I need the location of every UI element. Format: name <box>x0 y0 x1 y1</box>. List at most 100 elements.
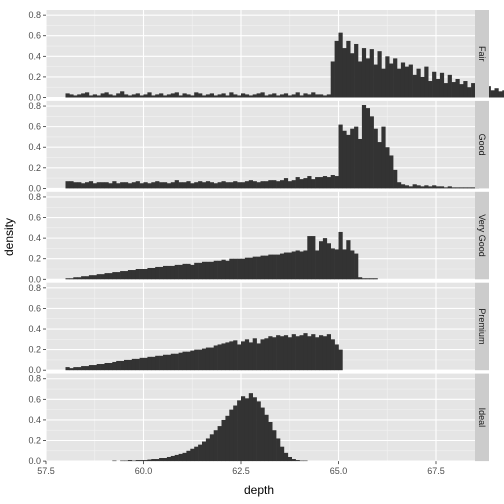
histogram-bar <box>96 274 101 280</box>
histogram-bar <box>272 254 277 280</box>
histogram-bar <box>424 66 429 98</box>
histogram-bar <box>104 182 109 189</box>
histogram-bar <box>428 186 433 189</box>
histogram-bar <box>287 95 292 98</box>
histogram-bar <box>65 93 70 98</box>
histogram-bar <box>276 95 281 98</box>
facet-strip-label: Fair <box>477 46 487 62</box>
histogram-bar <box>182 452 187 462</box>
histogram-bar <box>276 438 281 462</box>
x-tick-label: 65.0 <box>330 466 348 476</box>
histogram-bar <box>77 94 82 98</box>
histogram-bar <box>127 359 133 371</box>
histogram-bar <box>283 178 289 189</box>
histogram-bar <box>229 258 234 280</box>
histogram-bar <box>307 336 312 371</box>
histogram-bar <box>400 184 406 189</box>
facet-strip <box>475 191 489 280</box>
histogram-bar <box>151 267 156 280</box>
histogram-bar <box>346 134 351 189</box>
y-tick-label: 0.4 <box>28 324 41 334</box>
histogram-bar <box>241 396 246 462</box>
histogram-bar <box>291 334 296 371</box>
histogram-bar <box>369 49 374 98</box>
histogram-bar <box>389 155 394 189</box>
histogram-bar <box>229 92 234 98</box>
y-tick-label: 0.8 <box>28 192 41 202</box>
histogram-bar <box>416 68 421 98</box>
histogram-bar <box>166 265 172 280</box>
histogram-bar <box>127 95 133 98</box>
y-tick-label: 0.0 <box>28 183 41 193</box>
histogram-bar <box>322 238 328 280</box>
histogram-bar <box>159 93 164 98</box>
histogram-bar <box>155 266 160 280</box>
panel-background <box>46 100 475 189</box>
histogram-bar <box>260 339 265 371</box>
histogram-bar <box>209 261 214 280</box>
histogram-bar <box>330 339 335 371</box>
histogram-bar <box>342 249 347 280</box>
y-tick-label: 0.0 <box>28 456 41 466</box>
histogram-bar <box>455 187 460 189</box>
histogram-bar <box>463 187 468 189</box>
histogram-bars <box>65 231 378 280</box>
histogram-bar <box>354 126 359 189</box>
histogram-bar <box>217 260 222 280</box>
histogram-bar <box>260 407 265 462</box>
histogram-bar <box>237 95 242 98</box>
histogram-bar <box>116 272 121 280</box>
histogram-bar <box>116 360 121 371</box>
histogram-bar <box>237 182 242 189</box>
histogram-bar <box>209 182 214 189</box>
histogram-bar <box>229 409 234 462</box>
histogram-bar <box>252 338 257 371</box>
y-tick-label: 0.0 <box>28 365 41 375</box>
histogram-bar <box>202 182 207 189</box>
histogram-bar <box>190 264 195 280</box>
histogram-bar <box>365 278 370 280</box>
histogram-bar <box>248 257 253 280</box>
facet-panel-fair: 0.0 0.2 0.4 0.6 0.8 Fair <box>28 10 504 103</box>
histogram-bar <box>127 460 133 462</box>
y-tick-label: 0.0 <box>28 274 41 284</box>
histogram-bar <box>198 181 203 189</box>
histogram-bar <box>143 182 148 189</box>
histogram-bar <box>291 459 296 462</box>
histogram-bar <box>299 179 304 189</box>
histogram-bar <box>88 365 94 371</box>
facet-strip-label: Ideal <box>477 408 487 428</box>
histogram-bar <box>283 252 289 280</box>
histogram-bar <box>354 253 359 280</box>
histogram-bar <box>244 257 250 280</box>
histogram-bar <box>315 250 320 280</box>
histogram-bar <box>241 341 246 371</box>
histogram-bar <box>116 183 121 189</box>
histogram-bar <box>88 95 94 98</box>
histogram-bar <box>256 182 261 189</box>
y-tick-label: 0.6 <box>28 31 41 41</box>
histogram-bar <box>385 147 390 189</box>
histogram-bar <box>287 456 292 462</box>
histogram-bar <box>112 460 117 462</box>
histogram-bar <box>135 181 140 189</box>
histogram-bar <box>92 365 97 371</box>
facet-panel-premium: 0.0 0.2 0.4 0.6 0.8 Premium <box>28 282 489 375</box>
histogram-bar <box>205 94 211 98</box>
histogram-bar <box>190 183 195 189</box>
histogram-bar <box>311 179 316 189</box>
histogram-bar <box>287 181 292 189</box>
histogram-bar <box>225 95 230 98</box>
histogram-bar <box>361 48 367 98</box>
histogram-bar <box>92 183 97 189</box>
histogram-bar <box>326 177 331 189</box>
histogram-bar <box>186 351 191 371</box>
facet-strip-label: Very Good <box>477 214 487 257</box>
histogram-bar <box>350 250 355 280</box>
histogram-bar <box>346 240 351 280</box>
histogram-bar <box>319 335 324 371</box>
histogram-bar <box>299 95 304 98</box>
histogram-bar <box>100 274 105 280</box>
histogram-bar <box>350 53 355 98</box>
y-tick-label: 0.8 <box>28 374 41 384</box>
